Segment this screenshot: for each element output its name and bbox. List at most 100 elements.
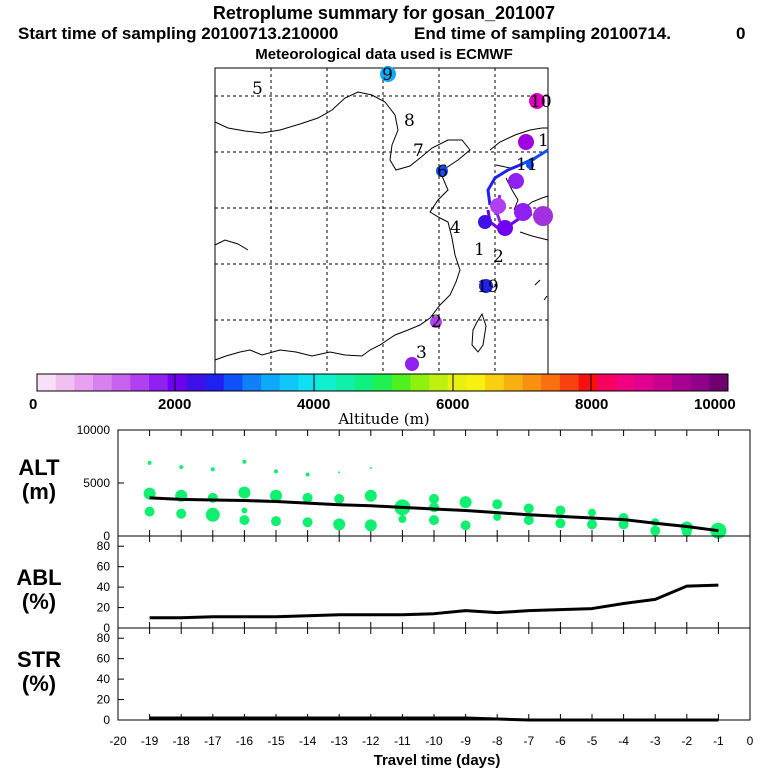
colorbar-swatch [242, 374, 262, 391]
map-label: 11 [516, 155, 538, 175]
str-panel-frame [117, 627, 751, 721]
x-tick-label: -2 [681, 734, 692, 748]
x-tick-label: -16 [236, 734, 254, 748]
altitude-colorbar [36, 373, 729, 392]
map-labels: 5 9 10 8 7 6 4 1 2 19 2 3 11 1 [252, 65, 552, 363]
alt-scatter-point [523, 515, 534, 526]
alt-scatter-point [492, 499, 503, 510]
map-label: 8 [404, 111, 415, 131]
y-tick-label: 80 [97, 631, 111, 645]
y-tick-label: 20 [97, 693, 111, 707]
map-label: 7 [413, 141, 424, 161]
x-tick-label: -13 [331, 734, 349, 748]
x-tick-label: -20 [109, 734, 127, 748]
alt-scatter-point [334, 493, 345, 504]
alt-scatter-point [239, 515, 250, 526]
x-tick-label: 0 [747, 734, 754, 748]
map-label: 1 [538, 131, 549, 151]
colorbar-swatch [503, 374, 524, 391]
map-panel: 5 9 10 8 7 6 4 1 2 19 2 3 11 1 [214, 65, 553, 375]
y-tick-label: 0 [103, 713, 110, 727]
colorbar-swatch [149, 374, 169, 391]
x-tick-label: -7 [523, 734, 534, 748]
colorbar-swatch [578, 374, 598, 391]
colorbar-swatch [186, 374, 206, 391]
colorbar-swatch [597, 374, 617, 391]
plume-marker [526, 161, 534, 169]
plume-marker [436, 165, 448, 177]
y-tick-label: 20 [97, 601, 111, 615]
x-tick-label: -3 [650, 734, 661, 748]
map-label: 4 [450, 218, 461, 238]
colorbar-swatch [93, 374, 113, 391]
x-tick-label: -5 [587, 734, 598, 748]
colorbar-swatch [37, 374, 57, 391]
alt-scatter-point [274, 469, 278, 474]
colorbar-swatch [130, 374, 150, 391]
plume-markers [380, 66, 553, 371]
alt-scatter-point [179, 465, 184, 470]
x-tick-label: -4 [618, 734, 629, 748]
alt-scatter-point [238, 486, 251, 499]
alt-scatter-point [493, 512, 502, 521]
colorbar-swatch [373, 374, 393, 391]
abl-unit: (%) [21, 589, 57, 614]
y-tick-label: 40 [97, 580, 111, 594]
abl-panel-label: ABL (%) [4, 566, 74, 614]
colorbar-swatch [317, 374, 337, 391]
colorbar-swatch [261, 374, 281, 391]
colorbar-tick: 10000 [694, 396, 736, 413]
plume-marker [497, 220, 513, 236]
colorbar-swatch [55, 374, 75, 391]
plume-marker [490, 198, 506, 214]
alt-unit: (m) [21, 479, 57, 504]
alt-scatter-point [270, 489, 282, 502]
abl-label: ABL [16, 565, 62, 590]
map-label: 10 [530, 92, 552, 112]
colorbar-swatch [541, 374, 561, 391]
alt-scatter-point [333, 518, 346, 531]
x-axis-label: Travel time (days) [374, 752, 501, 768]
colorbar-swatch [690, 374, 710, 391]
alt-scatter-point [460, 520, 471, 531]
alt-scatter-point [555, 518, 566, 529]
map-label: 2 [493, 247, 504, 267]
x-tick-label: -17 [204, 734, 222, 748]
colorbar-tick: 4000 [297, 396, 331, 413]
colorbar-swatch [522, 374, 542, 391]
alt-scatter-point [305, 472, 310, 477]
plume-marker [518, 134, 534, 150]
alt-scatter-point [459, 496, 472, 509]
str-unit: (%) [21, 671, 57, 696]
alt-scatter-point [364, 489, 377, 502]
plume-marker [405, 357, 419, 371]
x-tick-label: -18 [173, 734, 191, 748]
colorbar-swatch [205, 374, 225, 391]
y-tick-label: 60 [97, 652, 111, 666]
coastline [214, 91, 549, 361]
alt-scatter-point [588, 508, 596, 517]
colorbar-swatch [279, 374, 299, 391]
str-panel-label: STR (%) [4, 648, 74, 696]
x-tick-label: -14 [299, 734, 317, 748]
x-tick-label: -15 [267, 734, 285, 748]
alt-label: ALT [18, 455, 60, 480]
map-label: 19 [477, 277, 499, 297]
chart-title: Retroplume summary for gosan_201007 [212, 3, 556, 23]
x-tick-label: -6 [555, 734, 566, 748]
alt-scatter-point [147, 460, 152, 465]
alt-scatter-point [618, 519, 629, 530]
x-tick-label: -8 [492, 734, 503, 748]
start-time-label: Start time of sampling 20100713.210000 [18, 24, 339, 43]
alt-panel-label: ALT (m) [4, 456, 74, 504]
str-label: STR [17, 647, 61, 672]
colorbar-swatch [391, 374, 412, 391]
plume-marker [478, 215, 492, 229]
plume-marker [430, 316, 442, 328]
colorbar-swatch [223, 374, 243, 391]
str-series-line [149, 716, 719, 722]
x-tick-label: -9 [460, 734, 471, 748]
alt-scatter-point [144, 506, 155, 517]
